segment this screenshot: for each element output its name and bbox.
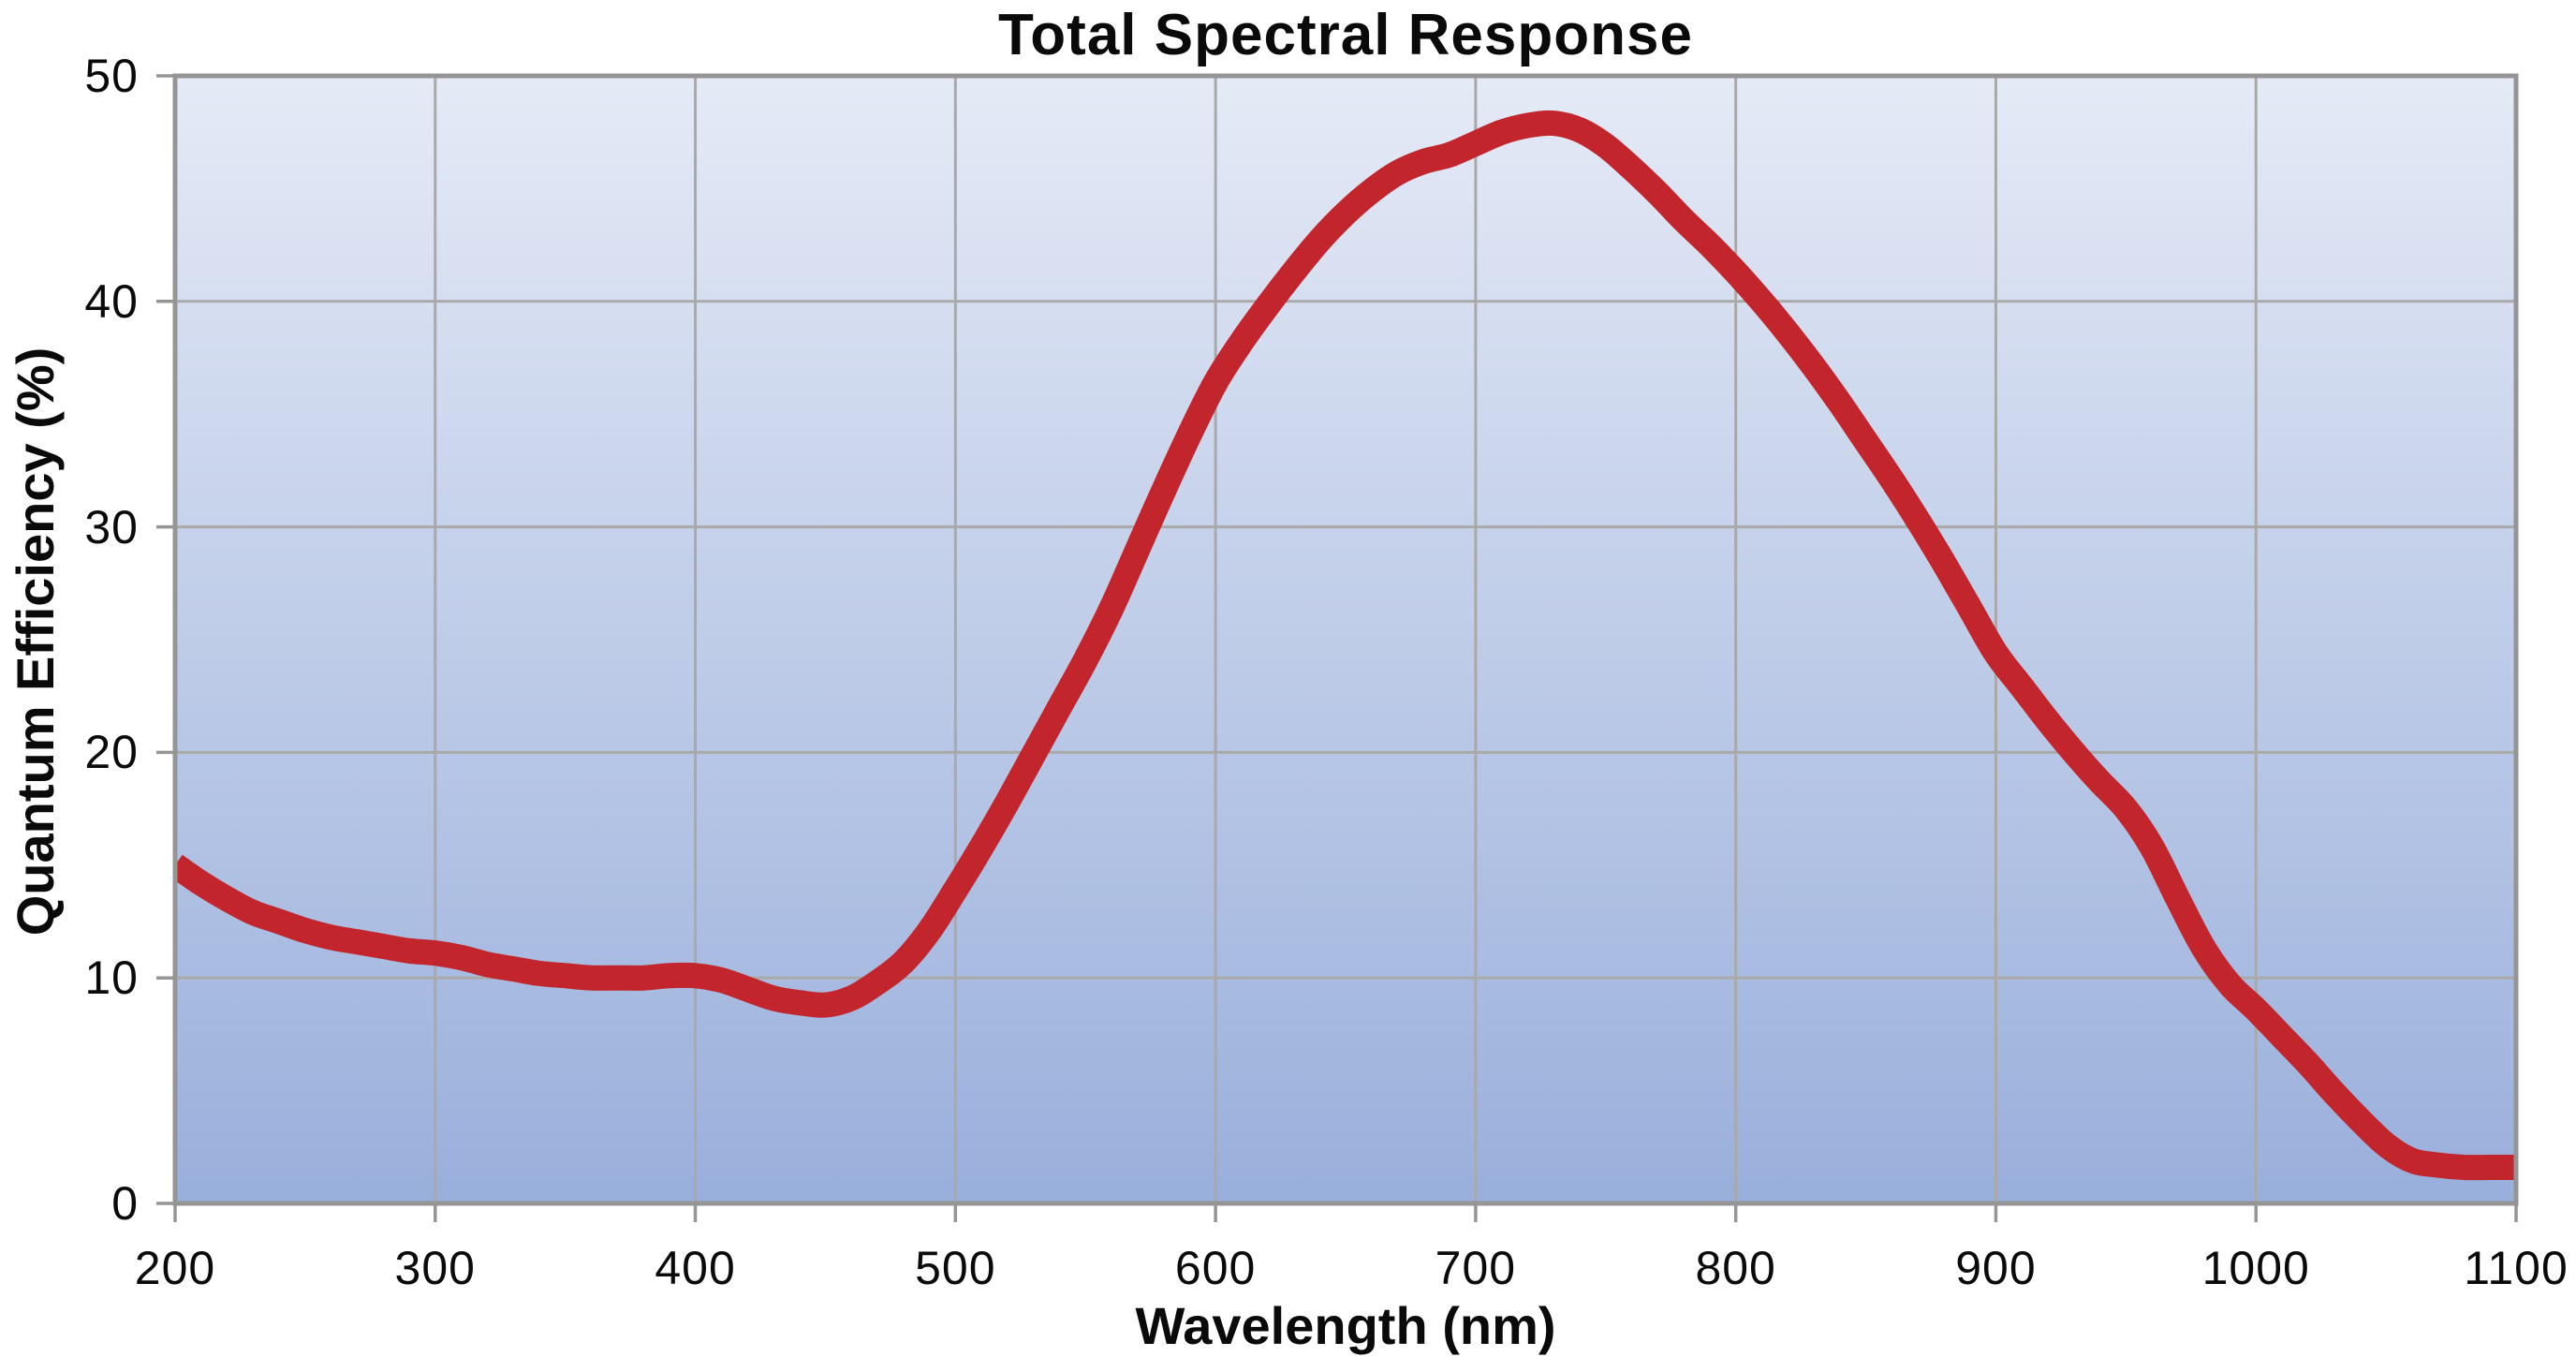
y-tick-label-40: 40 xyxy=(84,274,139,328)
x-tick-label-1100: 1100 xyxy=(2464,1242,2569,1294)
y-tick-label-30: 30 xyxy=(84,500,139,553)
x-tick-label-800: 800 xyxy=(1695,1242,1776,1294)
x-tick-label-200: 200 xyxy=(134,1242,216,1294)
plot-border xyxy=(172,73,2519,1206)
spectral-response-curve xyxy=(175,110,2516,1181)
x-tick-label-300: 300 xyxy=(394,1242,476,1294)
x-tick-label-900: 900 xyxy=(1955,1242,2037,1294)
x-tick-label-400: 400 xyxy=(655,1242,736,1294)
x-tick-label-1000: 1000 xyxy=(2201,1242,2310,1294)
y-tick-label-0: 0 xyxy=(111,1177,139,1230)
y-tick-label-50: 50 xyxy=(84,50,139,102)
x-tick-label-600: 600 xyxy=(1174,1242,1257,1294)
y-tick-label-10: 10 xyxy=(84,951,139,1005)
x-tick-label-500: 500 xyxy=(915,1242,996,1294)
x-axis-title: Wavelength (nm) xyxy=(1135,1296,1556,1355)
chart-title: Total Spectral Response xyxy=(998,3,1693,67)
x-tick-label-700: 700 xyxy=(1435,1242,1517,1294)
y-tick-label-20: 20 xyxy=(84,726,139,779)
plot-background xyxy=(175,76,2516,1203)
y-axis-title: Quantum Efficiency (%) xyxy=(6,347,65,937)
